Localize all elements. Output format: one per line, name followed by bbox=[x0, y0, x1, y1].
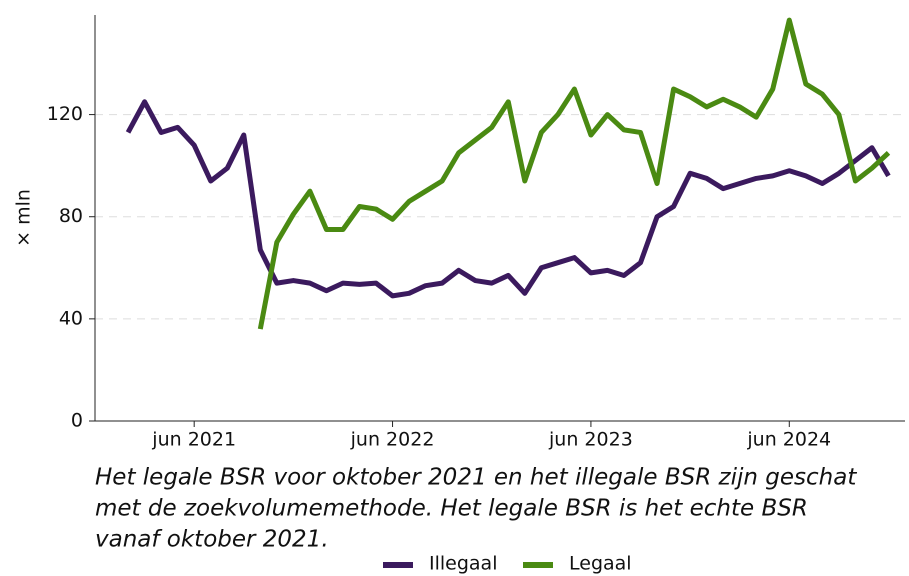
y-tick-label: 80 bbox=[59, 205, 83, 227]
y-tick-label: 40 bbox=[59, 307, 83, 329]
line-series bbox=[257, 17, 891, 330]
y-axis-label: × mln bbox=[13, 189, 35, 247]
x-tick-label: jun 2023 bbox=[548, 429, 633, 451]
x-tick-label: jun 2021 bbox=[151, 429, 236, 451]
caption: met de zoekvolumemethode. Het legale BSR… bbox=[95, 496, 808, 522]
x-tick-label: jun 2022 bbox=[350, 429, 435, 451]
x-tick-label: jun 2024 bbox=[746, 429, 831, 451]
caption: vanaf oktober 2021. bbox=[95, 527, 329, 553]
legend-label: Illegaal bbox=[429, 553, 497, 575]
y-tick-label: 0 bbox=[71, 410, 83, 432]
y-tick-label: 120 bbox=[47, 103, 83, 125]
caption: Het legale BSR voor oktober 2021 en het … bbox=[95, 465, 857, 491]
line-series bbox=[125, 99, 891, 299]
legend-label: Legaal bbox=[569, 553, 632, 575]
